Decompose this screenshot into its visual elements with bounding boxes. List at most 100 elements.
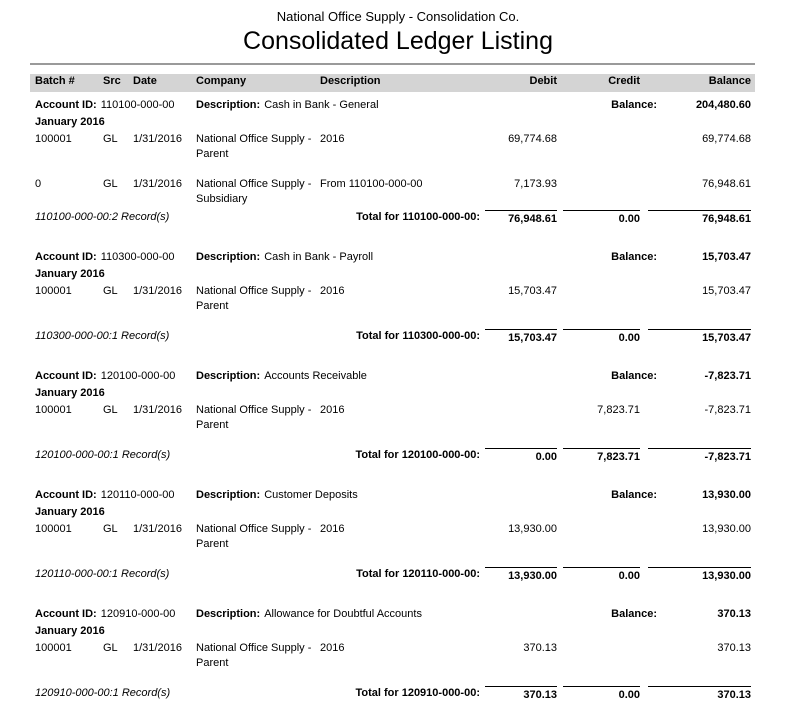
account-total-row: 120100-000-00:1 Record(s) Total for 1201… bbox=[30, 448, 755, 465]
total-debit: 0.00 bbox=[485, 448, 557, 465]
account-description: Description: Cash in Bank - General bbox=[193, 98, 448, 113]
total-credit: 0.00 bbox=[563, 686, 640, 703]
record-count: 120110-000-00:1 Record(s) bbox=[35, 568, 170, 580]
batch-cell: 100001 bbox=[35, 133, 72, 145]
ledger-row: 100001 GL 1/31/2016 National Office Supp… bbox=[30, 403, 755, 433]
company-cell: National Office Supply - Parent bbox=[196, 285, 312, 312]
total-label: Total for 120100-000-00: bbox=[355, 449, 480, 461]
account-id: Account ID: 120910-000-00 bbox=[30, 607, 193, 622]
account-balance: 13,930.00 bbox=[702, 489, 751, 501]
description-value: Allowance for Doubtful Accounts bbox=[264, 608, 422, 620]
account-header-row: Account ID: 110100-000-00 Description: Cas… bbox=[30, 98, 755, 113]
description-cell: 2016 bbox=[320, 285, 345, 297]
title-divider bbox=[30, 63, 755, 65]
total-debit: 370.13 bbox=[485, 686, 557, 703]
src-cell: GL bbox=[103, 285, 118, 297]
total-credit-cell: 7,823.71 bbox=[557, 448, 640, 465]
period-row: January 2016 bbox=[35, 625, 105, 637]
total-balance: 76,948.61 bbox=[648, 210, 751, 227]
credit-cell bbox=[557, 132, 640, 162]
column-header-batch: Batch # bbox=[35, 75, 75, 87]
total-balance-cell: 76,948.61 bbox=[640, 210, 755, 227]
date-cell: 1/31/2016 bbox=[133, 642, 182, 654]
record-count: 110300-000-00:1 Record(s) bbox=[35, 330, 170, 342]
credit-cell bbox=[557, 641, 640, 671]
account-balance: -7,823.71 bbox=[704, 370, 751, 382]
ledger-row: 100001 GL 1/31/2016 National Office Supp… bbox=[30, 284, 755, 314]
column-header-src: Src bbox=[103, 75, 121, 87]
ledger-row: 0 GL 1/31/2016 National Office Supply - … bbox=[30, 177, 755, 207]
description-cell: 2016 bbox=[320, 133, 345, 145]
account-total-row: 120910-000-00:1 Record(s) Total for 1209… bbox=[30, 686, 755, 703]
total-credit-cell: 0.00 bbox=[557, 329, 640, 346]
account-id-label: Account ID: bbox=[35, 608, 97, 620]
description-cell: 2016 bbox=[320, 404, 345, 416]
total-debit: 76,948.61 bbox=[485, 210, 557, 227]
total-debit-cell: 13,930.00 bbox=[448, 567, 557, 584]
account-id-value: 110300-000-00 bbox=[100, 251, 175, 263]
date-cell: 1/31/2016 bbox=[133, 285, 182, 297]
account-id-value: 120110-000-00 bbox=[100, 489, 175, 501]
src-cell: GL bbox=[103, 133, 118, 145]
total-credit-cell: 0.00 bbox=[557, 567, 640, 584]
record-count: 110100-000-00:2 Record(s) bbox=[35, 211, 170, 223]
account-description: Description: Allowance for Doubtful Accou… bbox=[193, 607, 448, 622]
src-cell: GL bbox=[103, 178, 118, 190]
total-debit-cell: 370.13 bbox=[448, 686, 557, 703]
total-label: Total for 110100-000-00: bbox=[356, 211, 480, 223]
total-balance: -7,823.71 bbox=[648, 448, 751, 465]
account-header-row: Account ID: 120110-000-00 Description: Cus… bbox=[30, 488, 755, 503]
batch-cell: 0 bbox=[35, 178, 42, 190]
ledger-row: 100001 GL 1/31/2016 National Office Supp… bbox=[30, 132, 755, 162]
batch-cell: 100001 bbox=[35, 642, 72, 654]
debit-cell: 370.13 bbox=[523, 642, 557, 654]
column-header-description: Description bbox=[320, 75, 381, 87]
src-cell: GL bbox=[103, 642, 118, 654]
balance-label: Balance: bbox=[611, 99, 657, 111]
period-row: January 2016 bbox=[35, 116, 105, 128]
account-id-label: Account ID: bbox=[35, 251, 97, 263]
ledger-row: 100001 GL 1/31/2016 National Office Supp… bbox=[30, 522, 755, 552]
total-debit-cell: 76,948.61 bbox=[448, 210, 557, 227]
account-id-label: Account ID: bbox=[35, 370, 97, 382]
debit-cell: 69,774.68 bbox=[508, 133, 557, 145]
period-row: January 2016 bbox=[35, 387, 105, 399]
account-id-label: Account ID: bbox=[35, 99, 97, 111]
account-id: Account ID: 110300-000-00 bbox=[30, 250, 193, 265]
balance-cell: 13,930.00 bbox=[702, 523, 751, 535]
ledger-row: 100001 GL 1/31/2016 National Office Supp… bbox=[30, 641, 755, 671]
total-debit: 15,703.47 bbox=[485, 329, 557, 346]
total-balance-cell: 15,703.47 bbox=[640, 329, 755, 346]
total-credit: 0.00 bbox=[563, 567, 640, 584]
batch-cell: 100001 bbox=[35, 523, 72, 535]
period-row: January 2016 bbox=[35, 506, 105, 518]
balance-label: Balance: bbox=[611, 251, 657, 263]
date-cell: 1/31/2016 bbox=[133, 133, 182, 145]
total-credit-cell: 0.00 bbox=[557, 686, 640, 703]
batch-cell: 100001 bbox=[35, 285, 72, 297]
account-section: Account ID: 110300-000-00 Description: Cas… bbox=[30, 250, 755, 346]
company-cell: National Office Supply - Parent bbox=[196, 523, 312, 550]
balance-label: Balance: bbox=[611, 608, 657, 620]
column-header-row: Batch # Src Date Company Description Deb… bbox=[30, 74, 755, 92]
account-balance: 15,703.47 bbox=[702, 251, 751, 263]
credit-cell: 7,823.71 bbox=[597, 404, 640, 416]
account-section: Account ID: 120910-000-00 Description: All… bbox=[30, 607, 755, 703]
balance-cell: 370.13 bbox=[717, 642, 751, 654]
column-header-balance: Balance bbox=[708, 75, 751, 87]
account-id-value: 110100-000-00 bbox=[100, 99, 175, 111]
column-header-debit: Debit bbox=[529, 75, 558, 87]
total-debit-cell: 0.00 bbox=[448, 448, 557, 465]
account-header-row: Account ID: 110300-000-00 Description: Cas… bbox=[30, 250, 755, 265]
date-cell: 1/31/2016 bbox=[133, 404, 182, 416]
total-balance: 370.13 bbox=[648, 686, 751, 703]
period-row: January 2016 bbox=[35, 268, 105, 280]
account-id: Account ID: 120110-000-00 bbox=[30, 488, 193, 503]
account-id-label: Account ID: bbox=[35, 489, 97, 501]
total-label: Total for 120910-000-00: bbox=[355, 687, 480, 699]
account-section: Account ID: 120110-000-00 Description: Cus… bbox=[30, 488, 755, 584]
total-debit-cell: 15,703.47 bbox=[448, 329, 557, 346]
total-credit-cell: 0.00 bbox=[557, 210, 640, 227]
account-id: Account ID: 110100-000-00 bbox=[30, 98, 193, 113]
